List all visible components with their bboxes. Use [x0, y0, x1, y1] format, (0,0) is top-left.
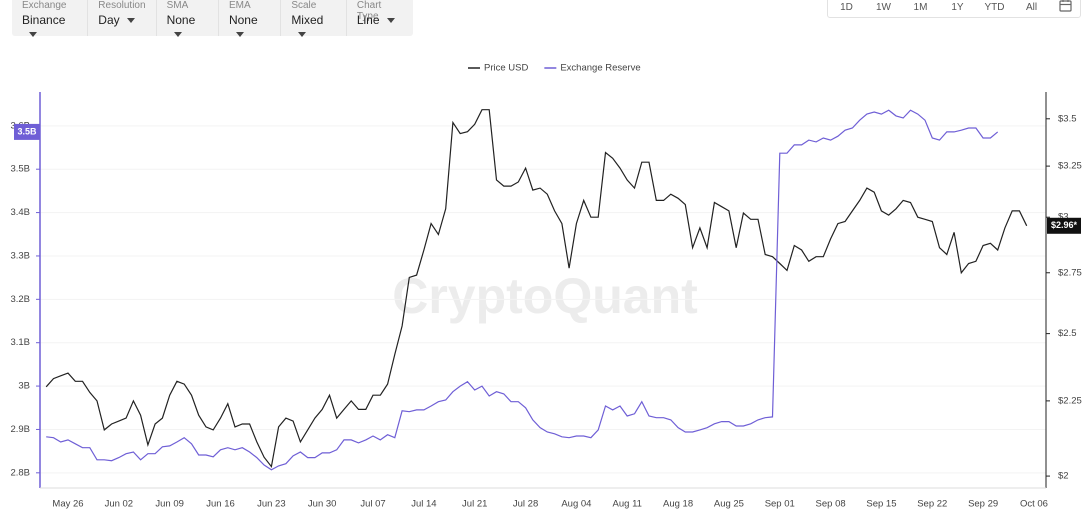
- dropdown-label: Resolution: [98, 0, 146, 11]
- x-tick-label: Jul 07: [360, 499, 385, 510]
- y-tick-label: 2.9B: [10, 424, 30, 435]
- dropdown[interactable]: SMA None: [157, 0, 219, 36]
- dropdown[interactable]: Exchange Binance: [12, 0, 89, 36]
- x-tick-label: Jul 28: [513, 499, 538, 510]
- y-tick-label: 3.1B: [10, 337, 30, 348]
- dropdown-label: Exchange: [22, 0, 67, 11]
- y2-tick-label: $3.5: [1058, 113, 1077, 124]
- dropdown-label: SMA: [166, 0, 189, 11]
- x-tick-label: Aug 04: [561, 499, 591, 510]
- toolbar: Exchange Binance Resolution Day SMA None EMA No…: [12, 0, 413, 36]
- x-tick-label: Oct 06: [1020, 499, 1048, 510]
- x-tick-label: Jun 23: [257, 499, 286, 510]
- series-line: [45, 109, 1028, 469]
- y-tick-label: 3.4B: [10, 207, 30, 218]
- legend-label: Price USD: [484, 63, 528, 74]
- range-button[interactable]: All: [1025, 1, 1038, 13]
- y-tick-label: 3.3B: [10, 250, 30, 261]
- x-tick-label: Aug 25: [714, 499, 744, 510]
- value-badge-label: $2.96*: [1051, 220, 1078, 230]
- y2-tick-label: $2.25: [1058, 395, 1082, 406]
- legend-label: Exchange Reserve: [560, 63, 640, 74]
- dropdown[interactable]: Resolution Day: [88, 0, 157, 36]
- x-tick-label: Sep 15: [866, 499, 896, 510]
- calendar-icon[interactable]: [1050, 0, 1080, 17]
- value-badge: [14, 123, 40, 140]
- x-tick-label: Jun 02: [105, 499, 134, 510]
- value-badge: [1047, 217, 1081, 234]
- series-line: [46, 109, 999, 471]
- x-tick-label: May 26: [52, 499, 83, 510]
- dropdown-value: Mixed: [291, 13, 336, 41]
- dropdown-label: Scale: [291, 0, 317, 11]
- dropdown[interactable]: Scale Mixed: [281, 0, 347, 36]
- y2-tick-label: $3.25: [1058, 161, 1082, 172]
- x-tick-label: Jun 30: [308, 499, 337, 510]
- range-buttons: 1D 1W 1M 1Y YTD All: [827, 0, 1081, 18]
- range-button[interactable]: 1W: [876, 1, 891, 13]
- x-tick-label: Jun 09: [155, 499, 184, 510]
- range-button[interactable]: YTD: [984, 1, 1005, 13]
- x-tick-label: Sep 22: [917, 499, 947, 510]
- x-tick-label: Sep 08: [816, 499, 846, 510]
- x-tick-label: Sep 01: [765, 499, 795, 510]
- y2-tick-label: $2.75: [1058, 267, 1082, 278]
- y-tick-label: 3B: [18, 381, 30, 392]
- y-tick-label: 3.2B: [10, 294, 30, 305]
- x-tick-label: Aug 18: [663, 499, 693, 510]
- y-tick-label: 3.5B: [10, 164, 30, 175]
- dropdown[interactable]: Chart Type Line: [347, 0, 413, 36]
- dropdown-value: Line: [357, 13, 403, 27]
- y2-tick-label: $2: [1058, 471, 1069, 482]
- watermark: CryptoQuant: [392, 268, 698, 324]
- dropdown-value: None: [229, 13, 270, 41]
- range-button[interactable]: 1M: [913, 1, 928, 13]
- y2-tick-label: $3: [1058, 212, 1069, 223]
- dropdown-value: None: [167, 13, 208, 41]
- value-badge-label: 3.5B: [17, 126, 37, 136]
- y2-tick-label: $2.5: [1058, 328, 1077, 339]
- x-tick-label: Sep 29: [968, 499, 998, 510]
- x-tick-label: Jul 14: [411, 499, 436, 510]
- dropdown-label: EMA: [228, 0, 251, 11]
- x-tick-label: Aug 11: [613, 499, 642, 510]
- dropdown-value: Binance: [22, 13, 77, 41]
- dropdown[interactable]: EMA None: [219, 0, 282, 36]
- range-button[interactable]: 1Y: [951, 1, 964, 13]
- dropdown-value: Day: [98, 13, 145, 27]
- y-tick-label: 2.8B: [10, 467, 30, 478]
- range-button[interactable]: 1D: [840, 1, 853, 13]
- x-tick-label: Jun 16: [206, 499, 235, 510]
- x-tick-label: Jul 21: [462, 499, 487, 510]
